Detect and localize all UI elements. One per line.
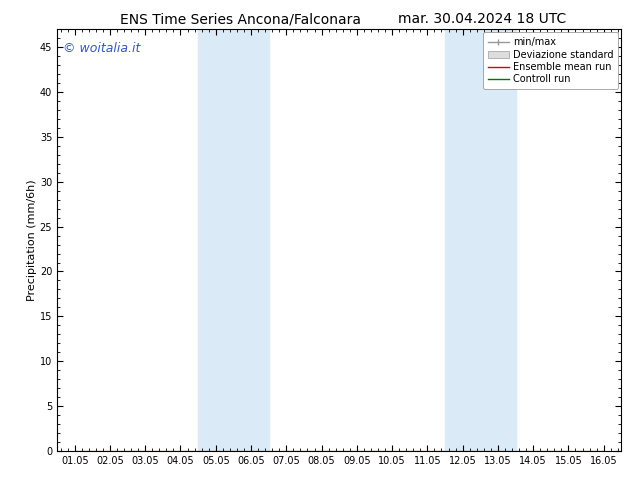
Legend: min/max, Deviazione standard, Ensemble mean run, Controll run: min/max, Deviazione standard, Ensemble m… [483, 32, 618, 89]
Y-axis label: Precipitation (mm/6h): Precipitation (mm/6h) [27, 179, 37, 301]
Bar [198, 29, 269, 451]
Text: ENS Time Series Ancona/Falconara: ENS Time Series Ancona/Falconara [120, 12, 361, 26]
Bar [445, 29, 515, 451]
Text: mar. 30.04.2024 18 UTC: mar. 30.04.2024 18 UTC [398, 12, 566, 26]
Text: © woitalia.it: © woitalia.it [63, 42, 140, 55]
